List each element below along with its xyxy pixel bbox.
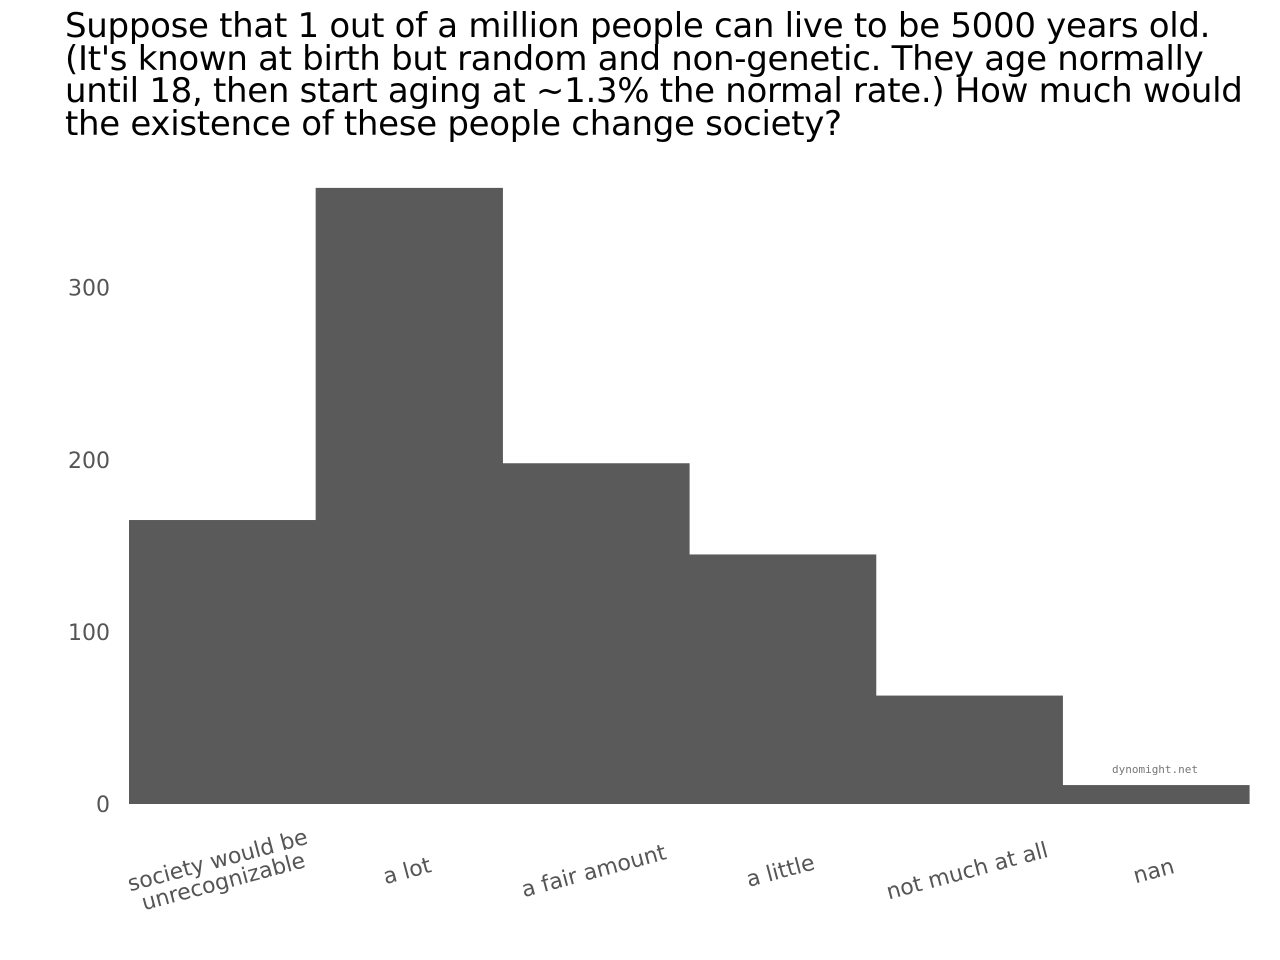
- x-category-label-line: a fair amount: [519, 840, 670, 903]
- bar: [1062, 785, 1250, 804]
- x-category-label: a fair amount: [519, 840, 670, 903]
- bar: [875, 695, 1063, 804]
- x-category-label: not much at all: [884, 838, 1051, 905]
- y-tick-label: 300: [68, 277, 110, 302]
- bar: [315, 187, 503, 804]
- x-category-label-line: not much at all: [884, 838, 1051, 905]
- x-category-label: nan: [1131, 854, 1177, 889]
- x-category-label: a little: [744, 851, 818, 893]
- y-tick-label: 0: [96, 793, 110, 818]
- bar: [689, 554, 877, 804]
- x-category-label-line: nan: [1131, 854, 1177, 889]
- x-category-label: a lot: [381, 853, 435, 890]
- y-tick-label: 100: [68, 621, 110, 646]
- x-axis-labels: society would beunrecognizable a lot a fai…: [125, 825, 1177, 918]
- x-category-label-line: a lot: [381, 853, 435, 890]
- watermark: dynomight.net: [1112, 763, 1198, 776]
- x-category-label-line: a little: [744, 851, 818, 893]
- y-tick-label: 200: [68, 449, 110, 474]
- bar: [129, 520, 317, 804]
- bars-group: [129, 187, 1250, 804]
- x-category-label: society would beunrecognizable: [125, 825, 316, 918]
- bar: [502, 463, 690, 804]
- y-axis-ticks: 0 100 200 300: [68, 277, 110, 818]
- chart-title: Suppose that 1 out of a million people c…: [65, 6, 1243, 144]
